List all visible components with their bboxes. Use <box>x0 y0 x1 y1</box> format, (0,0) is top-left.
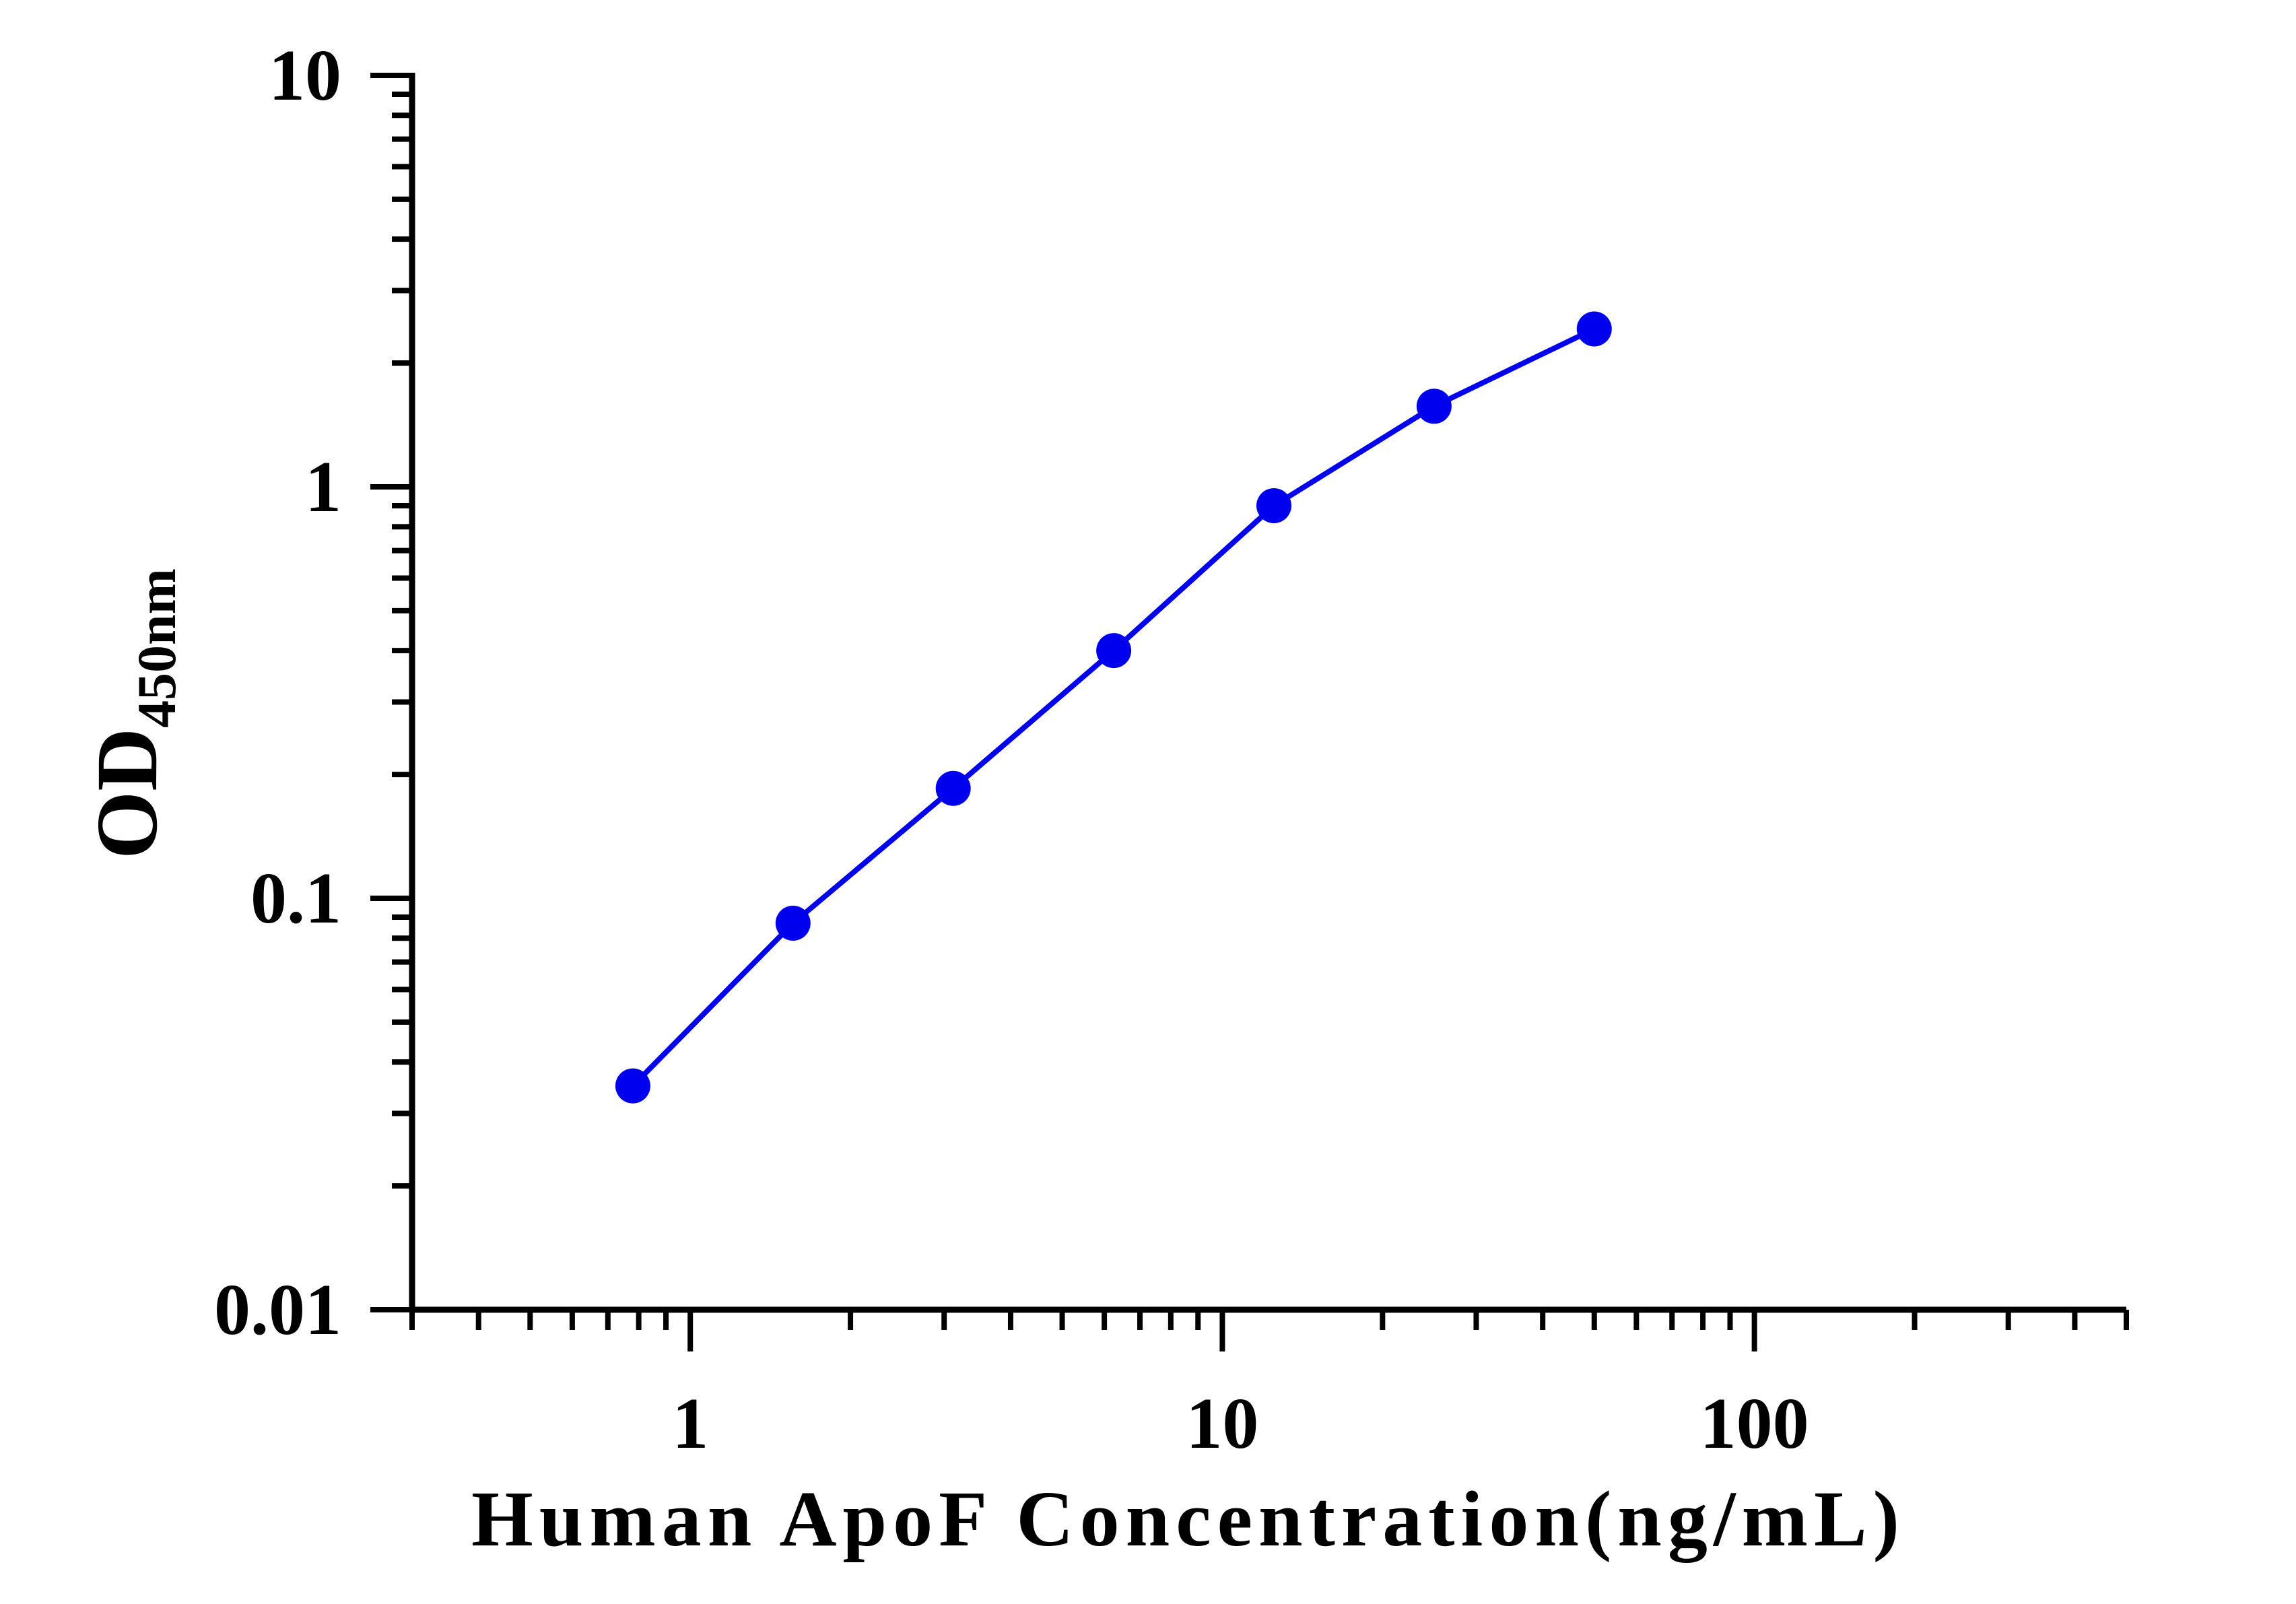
x-tick-label: 10 <box>1186 1384 1258 1464</box>
series-line <box>631 326 1596 1088</box>
y-axis-title: OD450nm <box>79 568 187 859</box>
y-axis-tick-labels: 0.01 0.1 1 10 <box>214 36 341 1350</box>
data-point <box>1256 488 1292 523</box>
series-layer <box>615 311 1612 1104</box>
data-point <box>1416 389 1452 424</box>
x-axis-ticks <box>409 1310 2129 1351</box>
y-axis-ticks <box>370 73 412 1312</box>
data-point <box>1576 311 1612 347</box>
y-axis-title-main: OD <box>79 728 176 859</box>
y-tick-label: 1 <box>305 447 341 527</box>
y-tick-label: 0.01 <box>214 1270 341 1350</box>
x-tick-label: 100 <box>1700 1384 1809 1464</box>
x-tick-label: 1 <box>672 1384 708 1464</box>
axes <box>409 73 2126 1313</box>
data-point <box>615 1068 650 1104</box>
x-axis-tick-labels: 1 10 100 <box>672 1384 1809 1464</box>
y-axis-title-subscript: 450nm <box>126 568 187 728</box>
data-point <box>935 770 971 806</box>
data-point <box>1096 633 1132 669</box>
y-tick-label: 10 <box>269 36 341 116</box>
y-tick-label: 0.1 <box>250 859 341 939</box>
x-axis-title: Human ApoF Concentration(ng/mL) <box>471 1475 1905 1563</box>
data-point <box>775 905 811 941</box>
